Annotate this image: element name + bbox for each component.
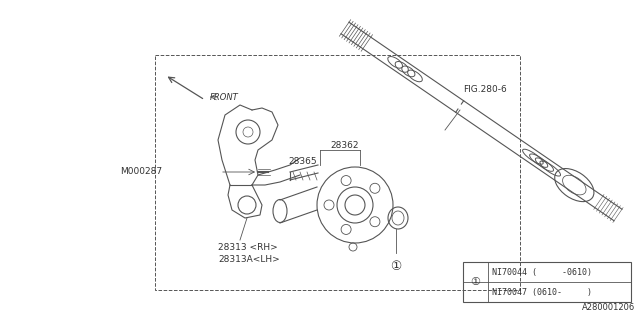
Text: 28362: 28362 [330,140,358,149]
Text: FRONT: FRONT [210,92,239,101]
Text: FIG.280-6: FIG.280-6 [463,85,507,94]
Text: NI70044 (     -0610): NI70044 ( -0610) [492,268,592,276]
Text: A280001206: A280001206 [582,303,635,312]
Bar [463,262,631,302]
Text: M000287: M000287 [120,167,162,177]
Text: 28365: 28365 [288,157,317,166]
Text: ①: ① [470,277,480,287]
Text: NI70047 (0610-     ): NI70047 (0610- ) [492,287,592,297]
Text: 28313 <RH>: 28313 <RH> [218,244,278,252]
Text: 28313A<LH>: 28313A<LH> [218,255,280,265]
Text: ①: ① [390,260,402,273]
